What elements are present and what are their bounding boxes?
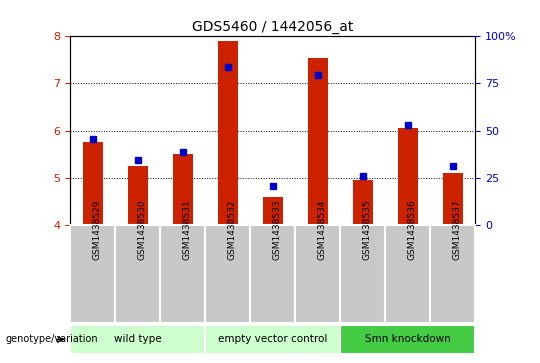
Bar: [308, 57, 328, 225]
Text: GSM1438536: GSM1438536: [408, 200, 417, 260]
Bar: [70, 325, 205, 354]
Text: empty vector control: empty vector control: [218, 334, 327, 344]
Bar: [340, 225, 385, 323]
Bar: [262, 197, 283, 225]
Bar: [250, 225, 295, 323]
Bar: [115, 225, 160, 323]
Bar: [295, 225, 340, 323]
Bar: [173, 154, 193, 225]
Text: Smn knockdown: Smn knockdown: [365, 334, 450, 344]
Text: genotype/variation: genotype/variation: [5, 334, 98, 344]
Text: GSM1438532: GSM1438532: [228, 200, 237, 260]
Bar: [127, 166, 148, 225]
Text: GSM1438534: GSM1438534: [318, 200, 327, 260]
Bar: [430, 225, 475, 323]
Bar: [70, 225, 115, 323]
Title: GDS5460 / 1442056_at: GDS5460 / 1442056_at: [192, 20, 353, 34]
Text: GSM1438531: GSM1438531: [183, 200, 192, 260]
Bar: [340, 325, 475, 354]
Bar: [353, 180, 373, 225]
Bar: [160, 225, 205, 323]
Text: GSM1438537: GSM1438537: [453, 200, 462, 260]
Bar: [205, 325, 340, 354]
Text: GSM1438530: GSM1438530: [138, 200, 147, 260]
Text: GSM1438535: GSM1438535: [363, 200, 372, 260]
Text: GSM1438533: GSM1438533: [273, 200, 282, 260]
Bar: [397, 129, 418, 225]
Bar: [385, 225, 430, 323]
Bar: [443, 173, 463, 225]
Bar: [205, 225, 250, 323]
Bar: [83, 143, 103, 225]
Text: GSM1438529: GSM1438529: [93, 200, 102, 260]
Bar: [218, 41, 238, 225]
Text: wild type: wild type: [114, 334, 161, 344]
